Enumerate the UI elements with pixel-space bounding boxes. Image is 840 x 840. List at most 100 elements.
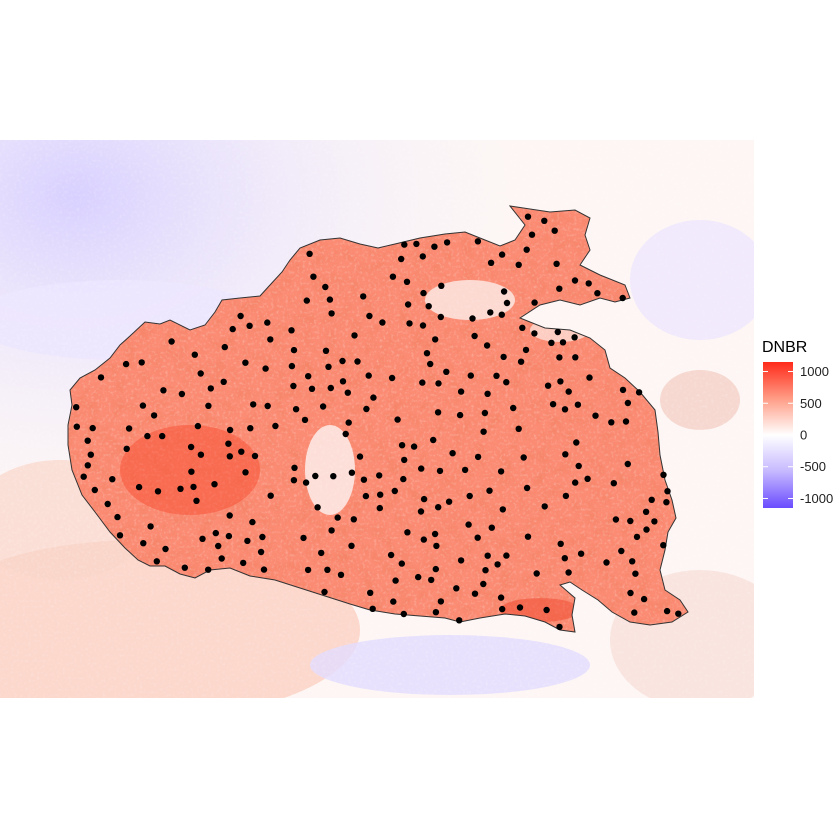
plot-point xyxy=(573,439,580,446)
plot-point xyxy=(413,240,420,248)
plot-point xyxy=(427,360,434,368)
plot-point xyxy=(244,537,251,545)
plot-point xyxy=(193,497,200,504)
plot-point xyxy=(523,246,530,253)
legend-tick-label: 500 xyxy=(800,396,822,411)
plot-point xyxy=(431,530,439,538)
plot-point xyxy=(356,453,364,460)
plot-point xyxy=(500,288,508,295)
plot-point xyxy=(423,350,431,357)
plot-point xyxy=(445,498,453,505)
plot-point xyxy=(432,565,439,573)
plot-point xyxy=(318,549,325,557)
plot-point xyxy=(533,570,540,577)
plot-point xyxy=(503,299,511,307)
plot-point xyxy=(406,320,413,327)
plot-point xyxy=(390,598,397,605)
plot-point xyxy=(91,486,99,494)
plot-point xyxy=(257,548,265,556)
plot-point xyxy=(220,378,227,385)
plot-point xyxy=(147,523,154,530)
plot-point xyxy=(433,542,440,550)
plot-point xyxy=(290,346,298,354)
plot-point xyxy=(404,529,411,536)
plot-point xyxy=(572,479,579,486)
plot-point xyxy=(242,469,249,476)
plot-point xyxy=(435,380,442,387)
legend-tick-label: 0 xyxy=(800,428,807,443)
plot-point xyxy=(153,558,160,565)
plot-point xyxy=(420,495,428,503)
plot-point xyxy=(584,475,591,482)
plot-point xyxy=(497,468,505,475)
plot-point xyxy=(660,471,667,478)
plot-point xyxy=(211,481,218,488)
legend-title: DNBR xyxy=(762,339,807,356)
plot-point xyxy=(438,282,445,289)
plot-point xyxy=(456,411,464,419)
plot-point xyxy=(250,401,257,408)
plot-point xyxy=(89,424,96,432)
plot-point xyxy=(629,558,636,565)
plot-point xyxy=(481,409,489,417)
plot-point xyxy=(162,545,169,553)
plot-point xyxy=(376,504,383,512)
plot-point xyxy=(544,382,552,389)
plot-point xyxy=(486,487,493,494)
plot-point xyxy=(592,412,599,419)
plot-point xyxy=(418,465,425,472)
plot-point xyxy=(443,239,451,246)
plot-point xyxy=(325,363,332,370)
plot-point xyxy=(345,419,352,426)
plot-point xyxy=(404,301,412,308)
legend-tick-label: -1000 xyxy=(800,491,833,506)
legend-tick-label: 1000 xyxy=(800,364,829,379)
plot-point xyxy=(603,559,610,566)
plot-point xyxy=(339,357,346,365)
plot-point xyxy=(362,492,370,500)
plot-point xyxy=(437,313,444,321)
legend-tick-label: -500 xyxy=(800,459,826,474)
plot-point xyxy=(500,353,507,361)
plot-point xyxy=(553,260,560,267)
plot-point xyxy=(528,231,536,238)
plot-point xyxy=(612,516,620,523)
plot-point xyxy=(594,290,601,297)
plot-point xyxy=(457,388,465,395)
plot-point xyxy=(586,374,593,381)
plot-point xyxy=(435,504,442,511)
plot-point xyxy=(474,534,481,541)
plot-point xyxy=(417,508,425,515)
plot-point xyxy=(519,324,526,331)
plot-point xyxy=(229,325,236,333)
plot-point xyxy=(487,259,495,266)
plot-point xyxy=(565,388,572,395)
plot-point xyxy=(168,338,175,345)
plot-point xyxy=(420,289,427,297)
plot-point xyxy=(619,386,627,394)
plot-point xyxy=(304,566,312,574)
plot-point xyxy=(461,466,469,474)
plot-point xyxy=(648,496,655,503)
plot-point xyxy=(483,342,491,349)
plot-point xyxy=(643,526,650,533)
plot-point xyxy=(664,488,671,495)
plot-point xyxy=(624,460,631,468)
plot-point xyxy=(226,453,233,460)
plot-point xyxy=(443,368,450,375)
plot-point xyxy=(471,332,478,340)
plot-point xyxy=(190,483,197,491)
plot-point xyxy=(123,445,130,452)
plot-point xyxy=(114,513,121,521)
plot-point xyxy=(326,296,334,303)
plot-point xyxy=(328,310,335,317)
plot-point xyxy=(360,476,368,483)
plot-point xyxy=(635,389,643,396)
plot-point xyxy=(401,241,408,248)
plot-point xyxy=(360,293,367,300)
plot-point xyxy=(205,566,212,573)
plot-point xyxy=(302,479,310,486)
plot-point xyxy=(457,557,465,564)
plot-point xyxy=(264,319,271,326)
